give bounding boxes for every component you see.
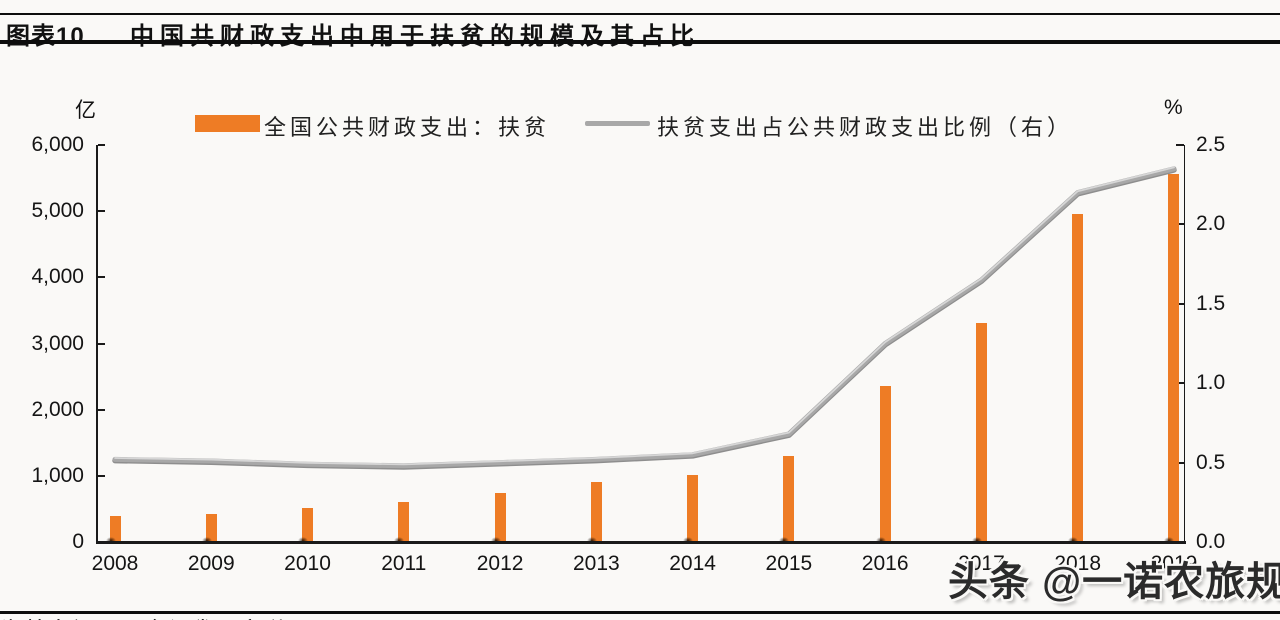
bar-2014 xyxy=(683,474,699,545)
line-series-swatch-icon xyxy=(585,121,650,126)
y-axis-tick-label-right: 2.5 xyxy=(1196,133,1226,156)
bar-2019 xyxy=(1164,174,1180,544)
left-axis-tick xyxy=(98,210,105,213)
y-axis-tick-label-left: 0 xyxy=(72,530,84,553)
x-axis-tick-label: 2008 xyxy=(91,552,139,575)
x-axis-tick-label: 2010 xyxy=(284,552,331,575)
bar-series-legend-label: 全国公共财政支出：扶贫 xyxy=(264,115,551,140)
bar-2018 xyxy=(1068,214,1084,544)
bar-2016 xyxy=(875,385,891,545)
x-axis-tick-label: 2014 xyxy=(669,552,716,575)
bar-2009 xyxy=(201,513,217,545)
x-axis-tick-label: 2013 xyxy=(572,552,620,575)
y-axis-tick-label-left: 3,000 xyxy=(31,331,84,355)
y-axis-tick-label-left: 5,000 xyxy=(31,199,84,223)
left-axis-tick xyxy=(98,144,105,146)
top-rule xyxy=(0,13,1280,15)
bottom-rule xyxy=(0,611,1280,614)
title-rule xyxy=(0,40,1280,44)
bar-2015 xyxy=(779,455,795,545)
x-axis-tick-label: 2019 xyxy=(1150,552,1198,575)
left-axis-line xyxy=(96,145,98,543)
x-axis-tick-label: 2017 xyxy=(958,552,1005,575)
y-axis-tick-label-right: 2.0 xyxy=(1196,212,1226,236)
y-axis-tick-label-left: 1,000 xyxy=(31,463,84,487)
bar-2011 xyxy=(394,502,410,544)
x-axis-tick-label: 2009 xyxy=(187,552,235,575)
bar-2010 xyxy=(298,508,314,544)
watermark: 头条 @一诺农旅规划 xyxy=(948,560,1280,604)
bar-2013 xyxy=(586,481,602,545)
y-axis-tick-label-left: 6,000 xyxy=(31,133,84,156)
x-axis-tick-label: 2012 xyxy=(476,552,524,575)
right-axis-tick xyxy=(1176,144,1184,146)
y-axis-tick-label-right: 1.0 xyxy=(1196,371,1226,395)
right-axis-tick xyxy=(1176,461,1184,464)
figure-tag: 图表10 xyxy=(6,23,85,50)
right-axis-tick xyxy=(1176,223,1184,226)
left-axis-unit: 亿 xyxy=(75,99,96,122)
y-axis-tick-label-left: 4,000 xyxy=(31,265,84,289)
figure-title: 中国共财政支出中用于扶贫的规模及其占比 xyxy=(130,23,700,50)
right-axis-line xyxy=(1183,145,1185,542)
x-axis-tick-label: 2018 xyxy=(1054,552,1102,575)
line-series-legend-label: 扶贫支出占公共财政支出比例（右） xyxy=(657,115,1074,140)
x-axis-line xyxy=(96,541,1186,544)
y-axis-tick-label-right: 1.5 xyxy=(1196,291,1226,315)
x-axis-tick-label: 2015 xyxy=(765,552,813,575)
right-axis-tick xyxy=(1176,382,1184,385)
y-axis-tick-label-right: 0.5 xyxy=(1196,450,1226,474)
bar-2012 xyxy=(490,493,506,544)
left-axis-tick xyxy=(98,276,105,279)
ratio-line-series xyxy=(112,166,1177,470)
bar-2017 xyxy=(971,322,987,544)
left-axis-tick xyxy=(98,474,105,477)
y-axis-tick-label-left: 2,000 xyxy=(31,397,84,421)
left-axis-tick xyxy=(98,342,105,345)
x-axis-tick-label: 2011 xyxy=(381,552,427,575)
x-axis-tick-label: 2016 xyxy=(861,552,909,575)
bar-series-swatch-icon xyxy=(195,115,260,132)
y-axis-tick-label-right: 0.0 xyxy=(1196,530,1226,553)
left-axis-tick xyxy=(98,408,105,411)
right-axis-tick xyxy=(1176,302,1184,305)
source-note: 资料来源：国金证券研究所 xyxy=(2,614,290,620)
right-axis-unit: % xyxy=(1164,96,1183,119)
bar-2008 xyxy=(105,516,121,544)
